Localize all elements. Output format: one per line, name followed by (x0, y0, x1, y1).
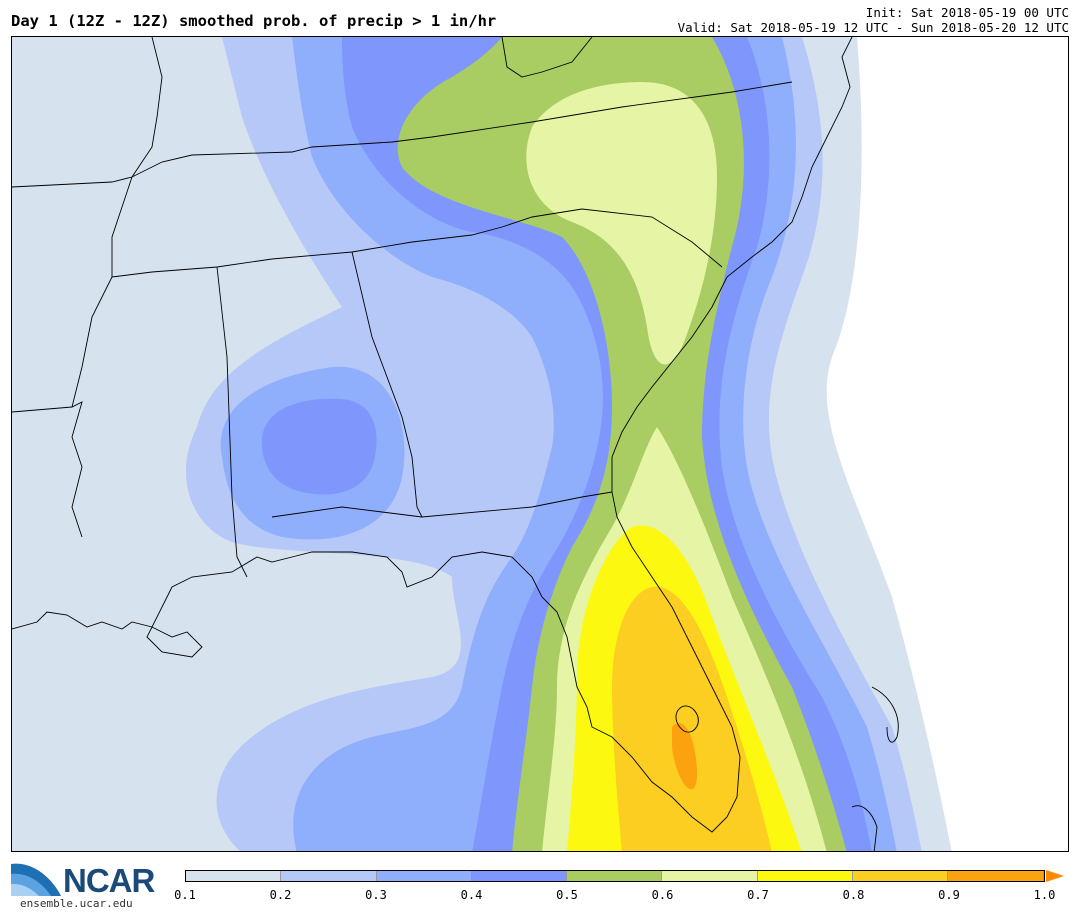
color-scale-label: 0.8 (842, 888, 865, 902)
probability-contours (12, 37, 952, 851)
state-line-8 (501, 37, 593, 78)
forecast-times: Init: Sat 2018-05-19 00 UTC Valid: Sat 2… (678, 5, 1069, 35)
state-line-6 (71, 37, 163, 408)
state-line-7 (271, 506, 423, 518)
valid-time: Valid: Sat 2018-05-19 12 UTC - Sun 2018-… (677, 20, 1069, 35)
color-scale-segment (757, 871, 853, 881)
color-scale-label: 0.9 (938, 888, 960, 902)
color-scale-label: 0.5 (556, 888, 578, 902)
contour-0.6 (526, 82, 717, 365)
init-time: Init: Sat 2018-05-19 00 UTC (865, 5, 1069, 20)
color-scale-segment (567, 871, 663, 881)
color-scale-segment (376, 871, 472, 881)
ncar-logo-icon (11, 863, 61, 896)
color-scale-segment (948, 871, 1044, 881)
color-scale-label: 0.6 (651, 888, 674, 902)
color-scale-segment (662, 871, 758, 881)
color-scale-label: 0.1 (174, 888, 196, 902)
state-line-4 (351, 251, 613, 518)
contour-0.4-left-blob (261, 398, 377, 495)
color-scale-label: 0.4 (460, 888, 483, 902)
map-title: Day 1 (12Z - 12Z) smoothed prob. of prec… (11, 12, 497, 30)
color-scale-label: 0.3 (365, 888, 387, 902)
ncar-logo-text: NCAR (63, 862, 155, 899)
state-line-3 (216, 266, 248, 578)
color-scale-segment (852, 871, 949, 881)
outer-banks (871, 686, 899, 743)
color-scale-label: 1.0 (1033, 888, 1056, 902)
color-scale-segment (186, 871, 282, 881)
ncar-url[interactable]: ensemble.ucar.edu (20, 897, 133, 910)
map-canvas (12, 37, 952, 851)
color-scale-segment (471, 871, 568, 881)
boundaries (12, 37, 899, 851)
lake-okeechobee (675, 705, 699, 733)
color-scale-bar (185, 870, 1045, 882)
delmarva-outline (851, 805, 878, 851)
color-scale-arrow (1046, 870, 1064, 882)
probability-map[interactable] (11, 36, 1069, 852)
contour-0.8 (612, 586, 772, 851)
coastline-gulf (12, 37, 853, 833)
color-scale-label: 0.2 (269, 888, 292, 902)
color-scale-label: 0.7 (747, 888, 769, 902)
color-scale-segment (281, 871, 377, 881)
contour-0.9 (672, 723, 698, 790)
